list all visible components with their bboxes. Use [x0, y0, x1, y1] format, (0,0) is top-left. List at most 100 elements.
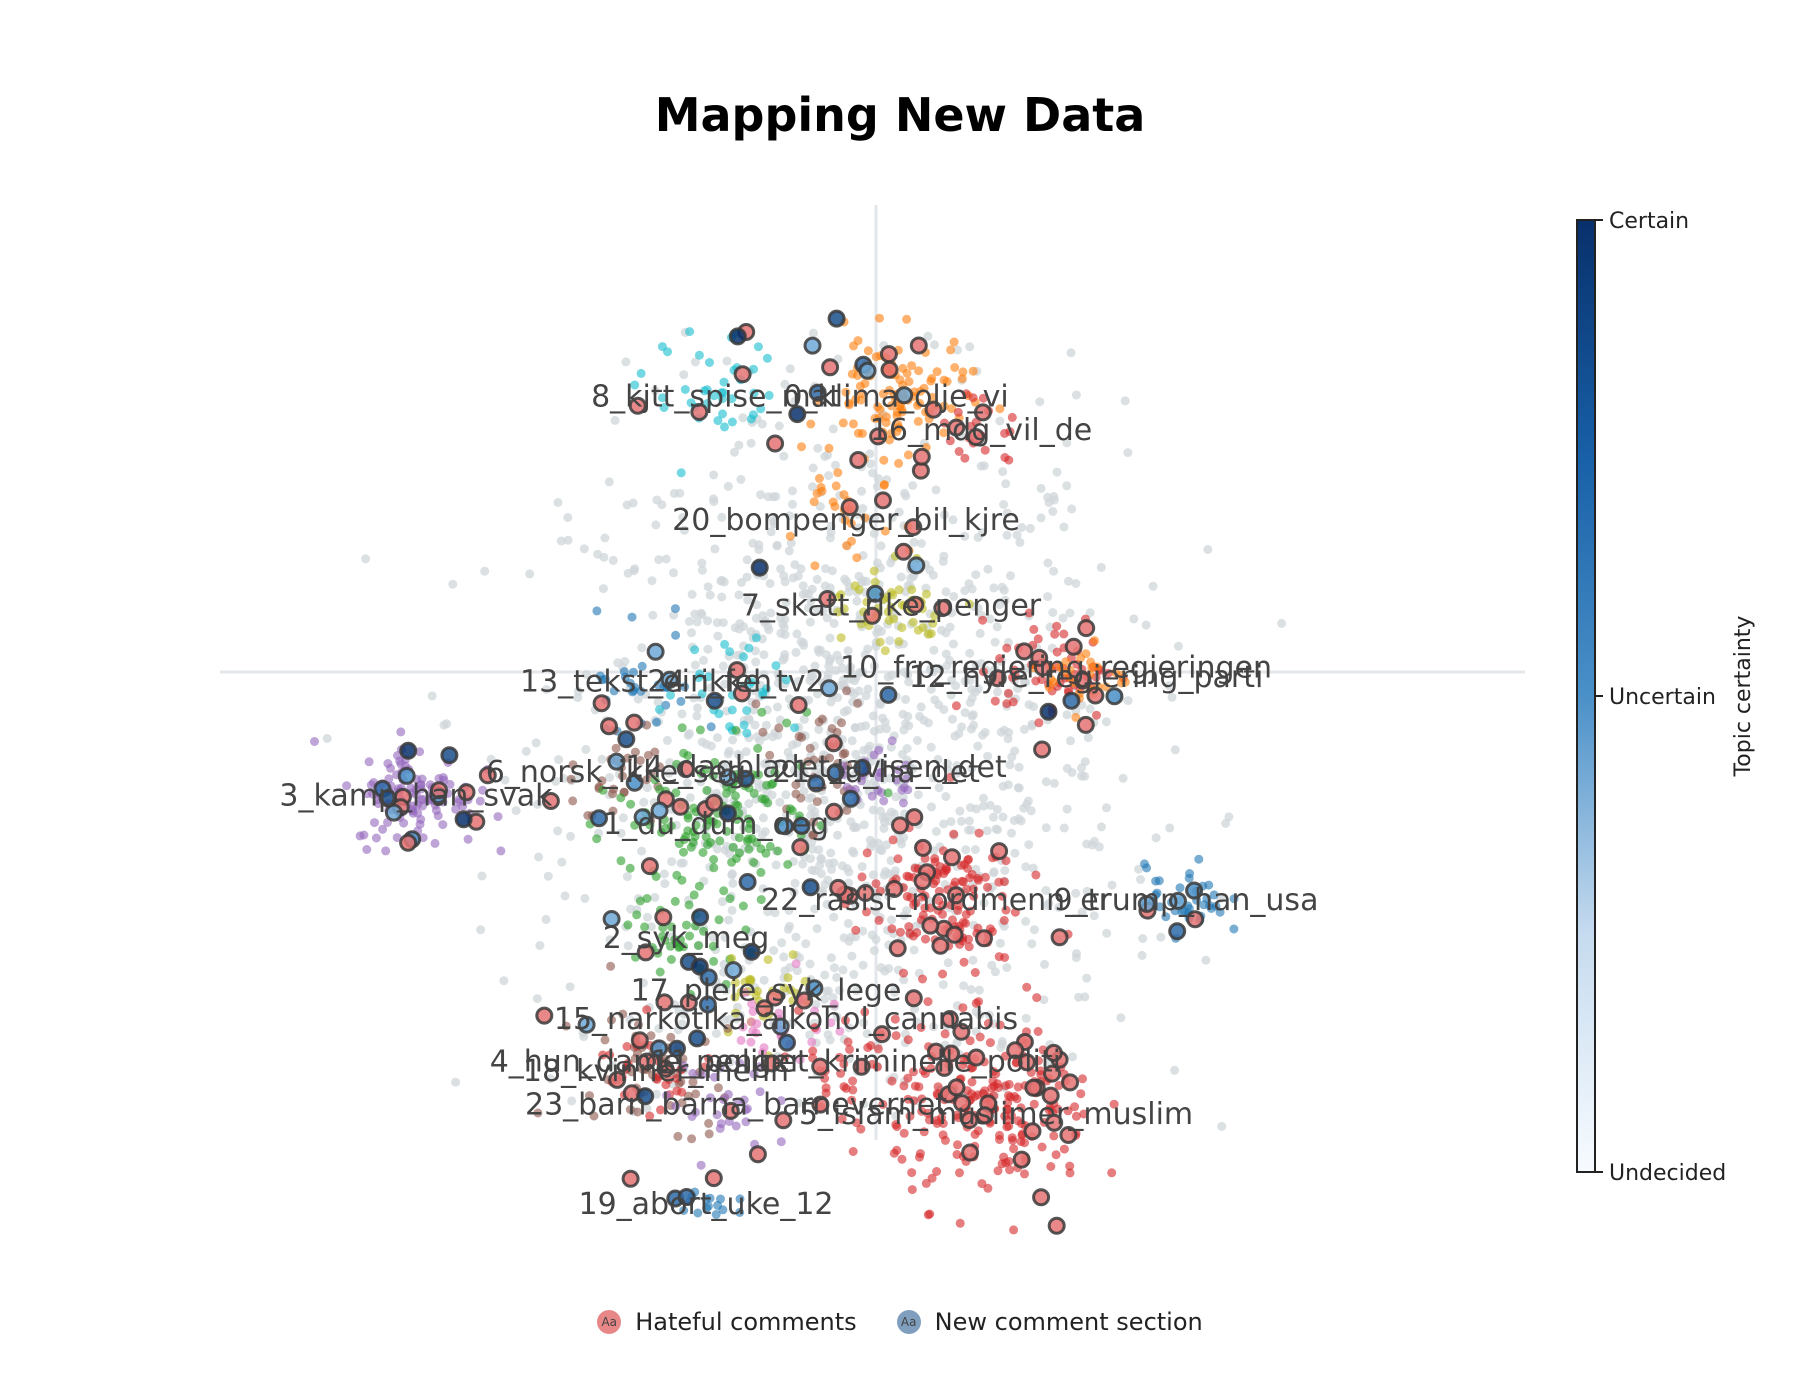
topic-point [862, 907, 871, 917]
topic-point [791, 780, 801, 790]
background-point [788, 573, 798, 583]
background-point [825, 633, 835, 643]
topic-point [977, 1179, 987, 1189]
background-point [1043, 558, 1053, 568]
background-point [855, 668, 865, 678]
topic-point [741, 925, 751, 935]
background-point [807, 837, 817, 847]
background-point [1062, 804, 1072, 814]
background-point [898, 749, 907, 759]
topic-point [939, 375, 949, 385]
background-point [553, 498, 563, 507]
background-point [838, 675, 848, 685]
legend-item-hateful[interactable]: Aa Hateful comments [597, 1308, 857, 1336]
legend-item-new-comment[interactable]: Aa New comment section [896, 1308, 1203, 1336]
topic-point [713, 416, 723, 426]
topic-point [876, 767, 886, 777]
topic-point [890, 1014, 900, 1024]
background-point [427, 691, 437, 701]
topic-point [1008, 673, 1017, 682]
topic-label: 7_skatt_rike_penger [741, 589, 1042, 624]
topic-point [362, 789, 372, 799]
hateful-comment-point [947, 1078, 966, 1097]
hateful-comment-point [940, 1010, 959, 1028]
topic-point [656, 1105, 665, 1115]
topic-point [710, 1072, 719, 1082]
background-point [938, 556, 948, 566]
background-point [826, 697, 836, 707]
hateful-comment-point [1017, 1053, 1036, 1072]
topic-point [825, 753, 835, 763]
background-point [943, 759, 953, 769]
topic-point [1007, 412, 1017, 422]
topic-point [622, 1042, 632, 1051]
background-point [941, 792, 951, 801]
background-point [805, 959, 815, 969]
background-point [816, 853, 826, 863]
topic-point [672, 1086, 682, 1096]
topic-point [835, 1052, 844, 1062]
topic-point [887, 1076, 897, 1086]
background-point [858, 926, 868, 936]
background-point [965, 675, 975, 685]
hateful-comment-point [914, 838, 932, 857]
topic-point [1154, 876, 1164, 886]
topic-point [666, 821, 676, 831]
background-point [1058, 613, 1068, 623]
topic-point [923, 629, 933, 639]
new-comment-point [378, 789, 397, 808]
topic-point [878, 1099, 888, 1109]
background-point [1116, 1013, 1126, 1023]
background-point [939, 510, 949, 520]
hateful-comment-point [873, 1025, 891, 1044]
background-point [642, 1104, 652, 1114]
background-point [1001, 479, 1011, 489]
topic-point [839, 1082, 849, 1092]
background-point [696, 777, 706, 787]
topic-point [685, 931, 695, 941]
hateful-comment-point [931, 936, 950, 955]
background-point [717, 592, 727, 602]
topic-point [744, 975, 754, 985]
topic-point [875, 886, 885, 896]
topic-label: 19_abort_uke_12 [579, 1187, 834, 1222]
background-point [771, 492, 781, 501]
topic-point [748, 1007, 758, 1016]
new-comment-point [853, 758, 872, 777]
background-point [943, 958, 953, 968]
background-point [1167, 692, 1177, 702]
topic-point [886, 602, 896, 612]
background-point [964, 816, 974, 826]
topic-point [881, 412, 891, 422]
background-point [781, 597, 791, 607]
topic-point [913, 400, 922, 410]
topic-point [716, 1194, 725, 1204]
topic-point [808, 1046, 818, 1056]
topic-point [897, 1154, 907, 1164]
topic-point [646, 1031, 656, 1041]
background-point [608, 1061, 617, 1071]
topic-point [696, 1160, 706, 1170]
background-point [1000, 595, 1010, 605]
hateful-comment-point [953, 1094, 972, 1113]
background-point [1041, 885, 1051, 895]
topic-point [1103, 668, 1113, 678]
hateful-comment-point [943, 848, 961, 867]
topic-point [679, 847, 688, 857]
topic-point [714, 915, 724, 925]
new-comment-point [736, 769, 755, 788]
background-point [541, 914, 551, 924]
hateful-comment-point [1012, 1150, 1031, 1169]
topic-point [712, 819, 722, 829]
background-point [908, 763, 918, 773]
topic-point [880, 526, 890, 536]
hateful-comment-point [880, 360, 899, 379]
topic-point [871, 879, 881, 889]
background-point [1016, 816, 1026, 826]
background-point [909, 945, 919, 955]
topic-point [659, 403, 669, 412]
topic-point [856, 776, 866, 786]
topic-point [874, 413, 884, 423]
topic-point [847, 369, 857, 379]
